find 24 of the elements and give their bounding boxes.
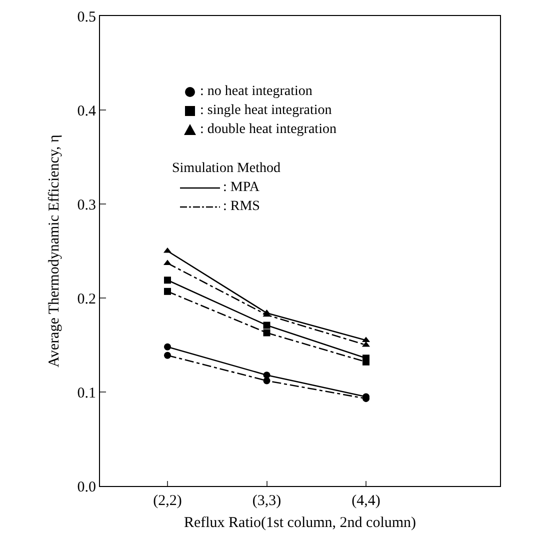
- point: [263, 329, 270, 336]
- annotation: : no heat integration: [200, 83, 312, 101]
- annotation: : single heat integration: [200, 102, 332, 120]
- x-tick-label: (4,4): [352, 493, 380, 509]
- y-tick-label: 0.4: [77, 103, 96, 120]
- point: [164, 276, 171, 284]
- y-axis-title: Average Thermodynamic Efficiency, η: [46, 134, 62, 368]
- annotation: : RMS: [223, 198, 260, 216]
- point: [263, 322, 270, 329]
- x-tick-label: (3,3): [252, 493, 282, 509]
- x-tick-label: (2,2): [153, 493, 182, 509]
- annotation: : double heat integration: [200, 121, 336, 139]
- x-axis-title: Reflux Ratio(1st column, 2nd column): [184, 515, 416, 531]
- point: [164, 343, 171, 350]
- annotation: : MPA: [223, 179, 260, 197]
- point: [164, 352, 171, 359]
- point: [263, 377, 270, 384]
- y-tick-label: 0.3: [77, 197, 96, 214]
- y-tick-label: 0.2: [77, 291, 96, 308]
- y-tick-label: 0.1: [77, 385, 96, 402]
- annotation: Simulation Method: [172, 160, 282, 178]
- y-tick-label: 0.5: [77, 9, 96, 26]
- point: [164, 288, 171, 295]
- y-tick-label: 0.0: [77, 479, 96, 496]
